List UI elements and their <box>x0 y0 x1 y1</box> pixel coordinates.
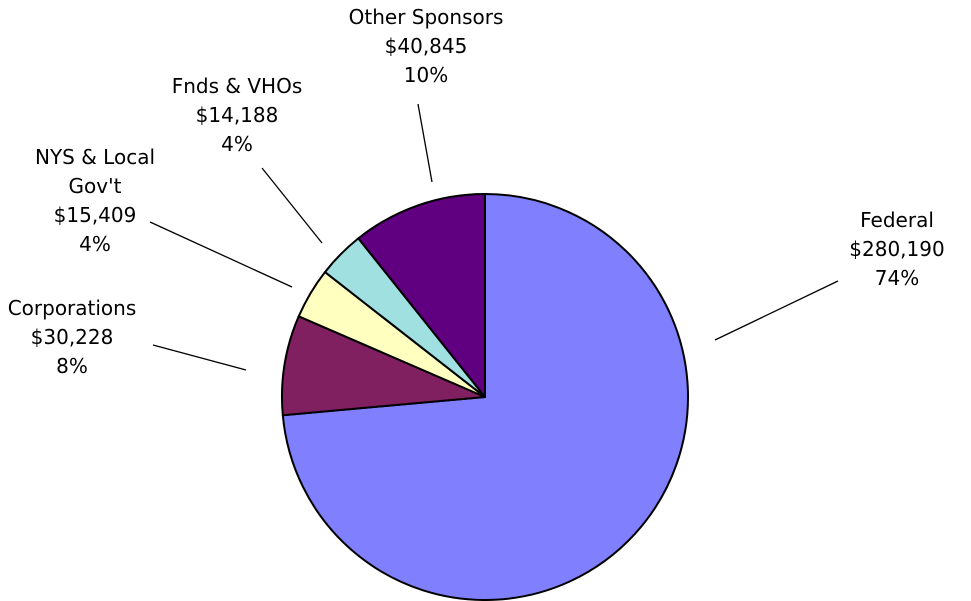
leader-line <box>152 344 247 371</box>
category-label: Corporations <box>7 296 137 320</box>
category-label: Other Sponsors <box>348 5 504 29</box>
slice-label: Corporations $30,228 8% <box>0 294 147 381</box>
pie-slice <box>357 193 486 398</box>
category-label: NYS & Local Gov't <box>34 145 156 198</box>
value-label: $40,845 <box>384 34 468 58</box>
leader-line <box>417 103 433 183</box>
value-label: $30,228 <box>30 325 114 349</box>
value-label: $280,190 <box>849 237 945 261</box>
slice-label: NYS & Local Gov't $15,409 4% <box>20 143 170 259</box>
leader-line <box>149 221 293 288</box>
slice-label: Fnds & VHOs $14,188 4% <box>152 72 322 159</box>
category-label: Federal <box>860 208 934 232</box>
value-label: $15,409 <box>53 203 137 227</box>
percent-label: 4% <box>221 132 253 156</box>
percent-label: 8% <box>56 354 88 378</box>
category-label: Fnds & VHOs <box>171 74 303 98</box>
pie-slice <box>281 315 486 417</box>
leader-line <box>714 280 839 341</box>
slice-label: Federal $280,190 74% <box>827 206 967 293</box>
percent-label: 10% <box>403 63 449 87</box>
leader-line <box>261 167 323 244</box>
percent-label: 74% <box>874 266 920 290</box>
slice-label: Other Sponsors $40,845 10% <box>326 3 526 90</box>
percent-label: 4% <box>79 232 111 256</box>
value-label: $14,188 <box>195 103 279 127</box>
